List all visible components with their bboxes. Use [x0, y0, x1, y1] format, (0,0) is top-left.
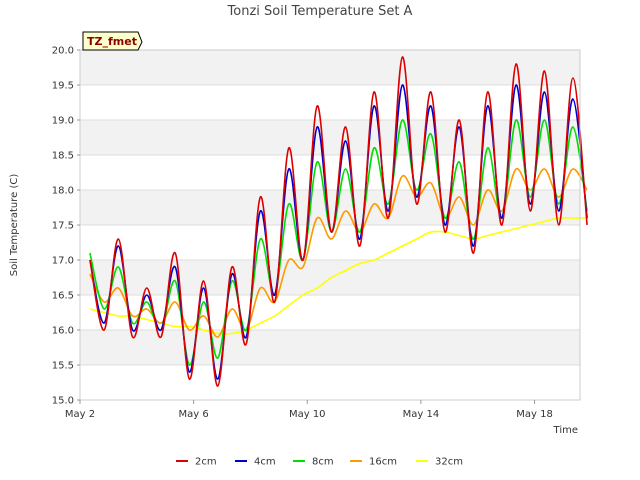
plot-band [80, 330, 580, 365]
plot-band [80, 365, 580, 400]
plot-band [80, 155, 580, 190]
y-axis-label: Soil Temperature (C) [9, 174, 20, 277]
legend-label: 16cm [369, 457, 397, 468]
y-tick-label: 20.0 [52, 46, 74, 57]
x-tick-label: May 14 [403, 409, 440, 420]
series-layer [89, 56, 588, 387]
y-tick-label: 16.5 [52, 291, 74, 302]
legend-label: 2cm [195, 457, 217, 468]
series-line-2cm [89, 56, 588, 387]
y-tick-label: 18.0 [52, 186, 74, 197]
tag-box: TZ_fmet [82, 31, 143, 51]
y-axis-ticks: 15.0 15.5 16.0 16.5 17.0 17.5 18.0 18.5 19.0 19.5… [52, 46, 80, 407]
x-tick-label: May 10 [289, 409, 326, 420]
x-tick-label: May 6 [179, 409, 209, 420]
series-line-32cm [89, 216, 588, 335]
x-tick-label: May 2 [65, 409, 95, 420]
chart-title: Tonzi Soil Temperature Set A [227, 4, 413, 19]
y-tick-label: 15.5 [52, 361, 74, 372]
legend: 2cm 4cm 8cm 16cm 32cm [176, 457, 463, 468]
y-tick-label: 19.5 [52, 81, 74, 92]
y-tick-label: 18.5 [52, 151, 74, 162]
y-tick-label: 17.5 [52, 221, 74, 232]
y-tick-label: 19.0 [52, 116, 74, 127]
legend-label: 8cm [312, 457, 334, 468]
legend-label: 4cm [254, 457, 276, 468]
x-tick-label: May 18 [516, 409, 553, 420]
plot-band [80, 85, 580, 120]
x-axis-ticks: May 2 May 6 May 10 May 14 May 18 [65, 400, 553, 420]
plot-background [80, 50, 580, 400]
y-tick-label: 16.0 [52, 326, 74, 337]
plot-band [80, 120, 580, 155]
x-axis-label: Time [553, 425, 578, 436]
y-tick-label: 17.0 [52, 256, 74, 267]
series-line-16cm [89, 168, 588, 338]
plot-band [80, 50, 580, 85]
tag-label: TZ_fmet [87, 35, 137, 48]
legend-label: 32cm [435, 457, 463, 468]
y-tick-label: 15.0 [52, 396, 74, 407]
